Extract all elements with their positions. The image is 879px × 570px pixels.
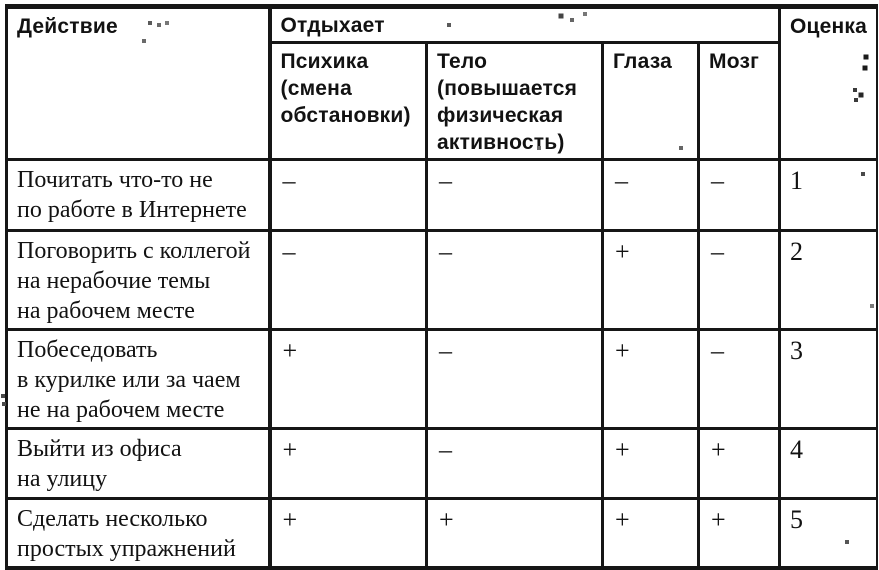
brain-cell: + [696, 497, 782, 570]
brain-cell: + [696, 427, 782, 500]
body-cell: + [425, 497, 604, 570]
psyche-cell: + [268, 427, 428, 500]
column-header-score: Оценка [778, 4, 878, 161]
table-row: Почитать что-то не по работе в Интернете… [5, 158, 878, 232]
body-cell: – [425, 328, 604, 430]
table-row: Поговорить с коллегой на нерабочие темы … [5, 229, 878, 331]
eyes-cell: + [601, 328, 700, 430]
action-cell: Почитать что-то не по работе в Интернете [5, 158, 272, 232]
action-cell: Сделать несколько простых упражнений [5, 497, 272, 570]
score-cell: 4 [778, 427, 878, 500]
eyes-cell: – [601, 158, 700, 232]
table-row: Выйти из офиса на улицу + – + + 4 [5, 427, 878, 500]
brain-cell: – [696, 158, 782, 232]
column-header-action: Действие [5, 4, 272, 161]
eyes-cell: + [601, 427, 700, 500]
column-header-body: Тело (повышается физическая активность) [425, 41, 604, 161]
body-cell: – [425, 229, 604, 331]
eyes-cell: + [601, 497, 700, 570]
body-cell: – [425, 158, 604, 232]
table-row: Сделать несколько простых упражнений + +… [5, 497, 878, 570]
column-header-psyche: Психика (смена обстановки) [268, 41, 428, 161]
table-row: Побеседовать в курилке или за чаем не на… [5, 328, 878, 430]
column-group-header-rest: Отдыхает [267, 4, 782, 44]
score-cell: 3 [778, 328, 878, 430]
psyche-cell: + [268, 497, 428, 570]
brain-cell: – [696, 328, 782, 430]
action-cell: Поговорить с коллегой на нерабочие темы … [5, 229, 272, 331]
column-header-eyes: Глаза [601, 41, 700, 161]
scan-noise [0, 0, 2, 2]
score-cell: 2 [778, 229, 878, 331]
eyes-cell: + [601, 229, 700, 331]
body-cell: – [425, 427, 604, 500]
psyche-cell: + [268, 328, 428, 430]
rest-evaluation-table: Действие Отдыхает Оценка Психика (смена … [5, 4, 878, 570]
action-cell: Побеседовать в курилке или за чаем не на… [5, 328, 272, 430]
column-header-brain: Мозг [696, 41, 782, 161]
score-cell: 5 [778, 497, 878, 570]
psyche-cell: – [268, 229, 428, 331]
brain-cell: – [696, 229, 782, 331]
action-cell: Выйти из офиса на улицу [5, 427, 272, 500]
score-cell: 1 [778, 158, 878, 232]
psyche-cell: – [268, 158, 428, 232]
